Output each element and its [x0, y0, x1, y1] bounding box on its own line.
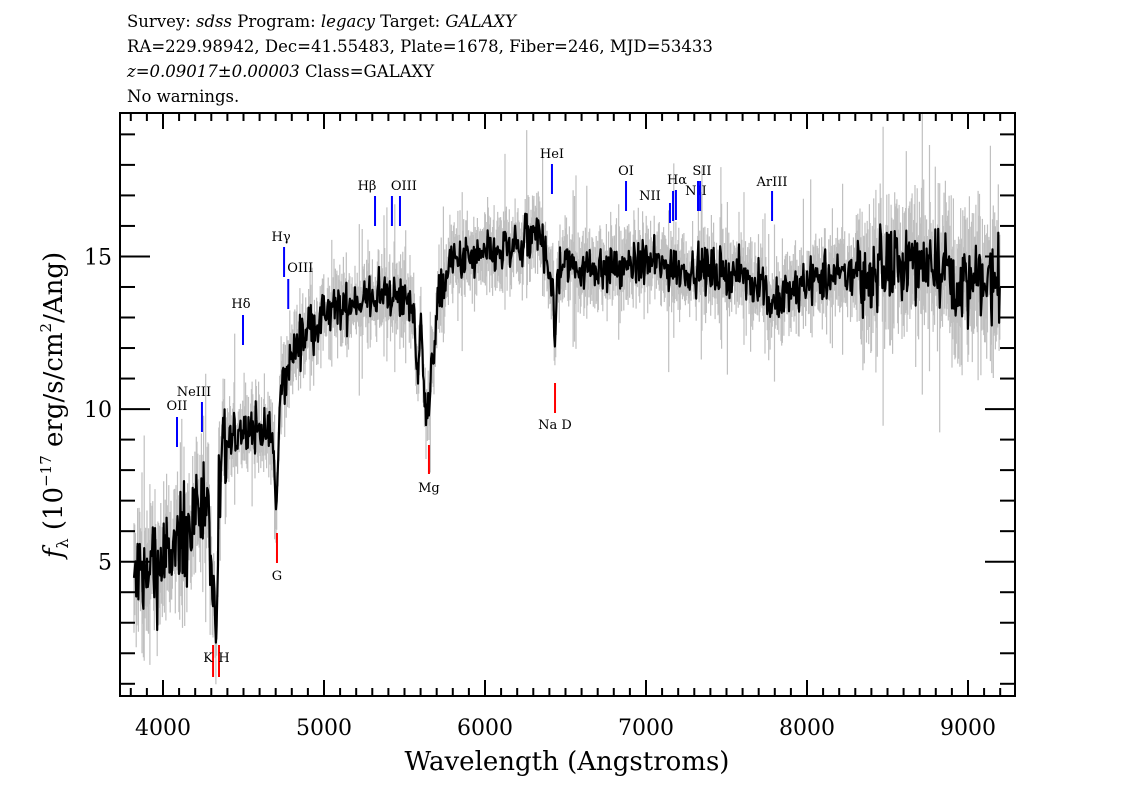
x-tick-label: 5000: [296, 716, 352, 741]
line-label: NeIII: [177, 385, 211, 400]
error-band: [133, 113, 1001, 685]
x-tick-label: 9000: [940, 716, 996, 741]
class-value: Class=GALAXY: [299, 62, 435, 81]
header-warnings: No warnings.: [127, 87, 240, 106]
line-label: ArIII: [756, 175, 788, 190]
line-label: Hβ: [358, 179, 377, 194]
line-label: OIII: [391, 179, 417, 194]
survey-value: sdss: [196, 12, 232, 31]
header-coordinates: RA=229.98942, Dec=41.55483, Plate=1678, …: [127, 37, 713, 56]
line-label: H: [218, 651, 229, 666]
x-tick-label: 6000: [457, 716, 513, 741]
plot-frame: [119, 112, 1016, 697]
x-axis-label: Wavelength (Angstroms): [405, 747, 730, 777]
survey-label: Survey:: [127, 12, 197, 31]
line-label: OIII: [287, 261, 313, 276]
line-label: OII: [167, 399, 188, 414]
x-tick-label: 8000: [779, 716, 835, 741]
spectrum-layer: [132, 113, 1001, 685]
line-label: HeI: [540, 147, 564, 162]
line-label: NII: [639, 189, 661, 204]
line-label: SII: [692, 164, 711, 179]
axes: 4000 5000 6000 7000 8000 9000 5 10 15: [84, 112, 1016, 741]
line-label: Na D: [538, 418, 572, 433]
line-label: Mg: [418, 481, 440, 496]
line-label: Hδ: [231, 297, 250, 312]
x-tick-label: 7000: [618, 716, 674, 741]
line-label: Hα: [667, 173, 687, 188]
header-redshift-line: z=0.09017±0.00003 Class=GALAXY: [127, 62, 434, 82]
y-tick-label: 10: [84, 398, 112, 423]
program-label: Program:: [232, 12, 321, 31]
flux-line: [132, 212, 1001, 644]
y-axis-label: fλ (10−17 erg/s/cm2/Ang): [37, 252, 72, 560]
redshift-value: z=0.09017±0.00003: [127, 62, 300, 81]
line-label: G: [272, 569, 282, 584]
y-tick-label: 15: [84, 245, 112, 270]
header-survey-line: Survey: sdss Program: legacy Target: GAL…: [127, 12, 516, 32]
line-label: Hγ: [272, 230, 291, 245]
line-label: NII: [685, 184, 707, 199]
target-value: GALAXY: [445, 12, 516, 31]
line-label: K: [203, 651, 213, 666]
y-tick-label: 5: [98, 551, 112, 576]
line-label: OI: [618, 164, 634, 179]
program-value: legacy: [320, 12, 375, 31]
target-label: Target:: [374, 12, 446, 31]
x-tick-label: 4000: [135, 716, 191, 741]
